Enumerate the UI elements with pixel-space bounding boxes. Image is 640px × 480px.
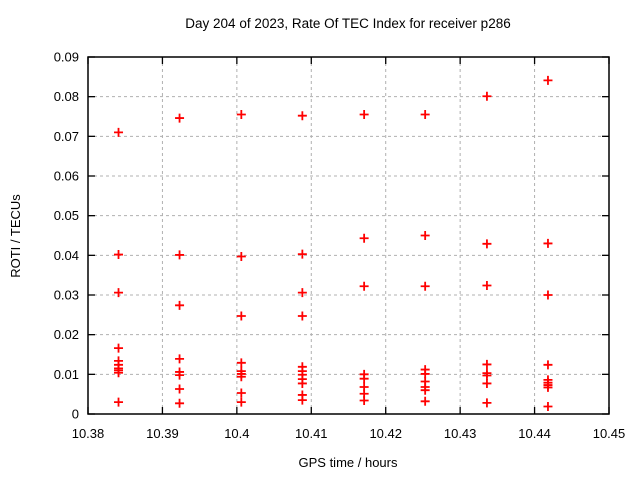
- data-point-marker: [114, 250, 124, 260]
- data-point-marker: [175, 384, 185, 394]
- chart-title: Day 204 of 2023, Rate Of TEC Index for r…: [185, 16, 510, 31]
- data-point-marker: [114, 343, 124, 353]
- y-tick-label: 0.05: [54, 208, 79, 223]
- data-point-marker: [482, 378, 492, 388]
- y-tick-label: 0.06: [54, 169, 79, 184]
- plot-border: [87, 56, 610, 415]
- data-points: [114, 75, 553, 411]
- y-tick-label: 0: [72, 407, 79, 422]
- data-point-marker: [236, 311, 246, 321]
- x-tick-label: 10.45: [593, 426, 626, 441]
- data-point-marker: [420, 231, 430, 240]
- data-point-marker: [236, 372, 246, 382]
- x-tick-label: 10.43: [444, 426, 477, 441]
- data-point-marker: [482, 398, 492, 408]
- data-point-marker: [175, 113, 185, 123]
- data-point-marker: [236, 397, 246, 407]
- data-point-marker: [236, 358, 246, 368]
- data-point-marker: [359, 233, 369, 243]
- data-point-marker: [114, 368, 124, 378]
- data-point-marker: [482, 239, 492, 249]
- data-point-marker: [482, 280, 492, 290]
- data-point-marker: [543, 401, 553, 411]
- y-tick-label: 0.04: [54, 248, 79, 263]
- data-point-marker: [175, 370, 185, 380]
- x-tick-label: 10.42: [369, 426, 402, 441]
- data-point-marker: [114, 397, 124, 407]
- data-point-marker: [359, 110, 369, 120]
- data-point-marker: [482, 359, 492, 369]
- data-point-marker: [543, 238, 553, 248]
- data-point-marker: [420, 385, 430, 395]
- data-point-marker: [236, 388, 246, 398]
- data-point-marker: [297, 111, 307, 121]
- data-point-marker: [543, 75, 553, 85]
- data-point-marker: [359, 396, 369, 406]
- tick-labels: 10.38 10.39 10.4 10.41 10.42 10.43 10.44 10.45 0…: [54, 50, 626, 442]
- y-tick-label: 0.03: [54, 288, 79, 303]
- grid-lines: [88, 57, 609, 414]
- x-tick-label: 10.41: [295, 426, 328, 441]
- y-tick-label: 0.07: [54, 129, 79, 144]
- data-point-marker: [482, 91, 492, 101]
- y-tick-label: 0.08: [54, 89, 79, 104]
- data-point-marker: [359, 281, 369, 291]
- data-point-marker: [543, 382, 553, 392]
- data-point-marker: [543, 290, 553, 300]
- x-axis-label: GPS time / hours: [299, 455, 398, 470]
- axis-ticks: [87, 56, 610, 415]
- data-point-marker: [297, 249, 307, 259]
- data-point-marker: [114, 288, 124, 298]
- y-tick-label: 0.01: [54, 367, 79, 382]
- data-point-marker: [297, 311, 307, 321]
- data-point-marker: [543, 360, 553, 370]
- x-tick-label: 10.44: [518, 426, 551, 441]
- data-point-marker: [420, 281, 430, 291]
- data-point-marker: [420, 396, 430, 406]
- x-tick-label: 10.38: [72, 426, 105, 441]
- y-tick-label: 0.09: [54, 50, 79, 65]
- data-point-marker: [359, 374, 369, 384]
- data-point-marker: [236, 110, 246, 120]
- data-point-marker: [175, 398, 185, 408]
- x-tick-label: 10.4: [224, 426, 249, 441]
- data-point-marker: [175, 300, 185, 310]
- data-point-marker: [297, 395, 307, 405]
- y-tick-label: 0.02: [54, 327, 79, 342]
- data-point-marker: [420, 110, 430, 120]
- data-point-marker: [236, 252, 246, 262]
- y-axis-label: ROTI / TECUs: [8, 194, 23, 278]
- x-tick-label: 10.39: [146, 426, 179, 441]
- data-point-marker: [175, 354, 185, 364]
- data-point-marker: [297, 288, 307, 298]
- data-point-marker: [420, 369, 430, 379]
- data-point-marker: [175, 250, 185, 260]
- data-point-marker: [297, 378, 307, 388]
- plot-frame: [87, 56, 610, 415]
- data-point-marker: [114, 127, 124, 137]
- data-point-marker: [482, 371, 492, 381]
